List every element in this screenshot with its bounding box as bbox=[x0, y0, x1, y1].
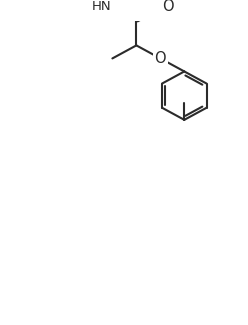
Text: HN: HN bbox=[92, 0, 111, 13]
Text: O: O bbox=[155, 51, 166, 66]
Text: O: O bbox=[162, 0, 174, 14]
